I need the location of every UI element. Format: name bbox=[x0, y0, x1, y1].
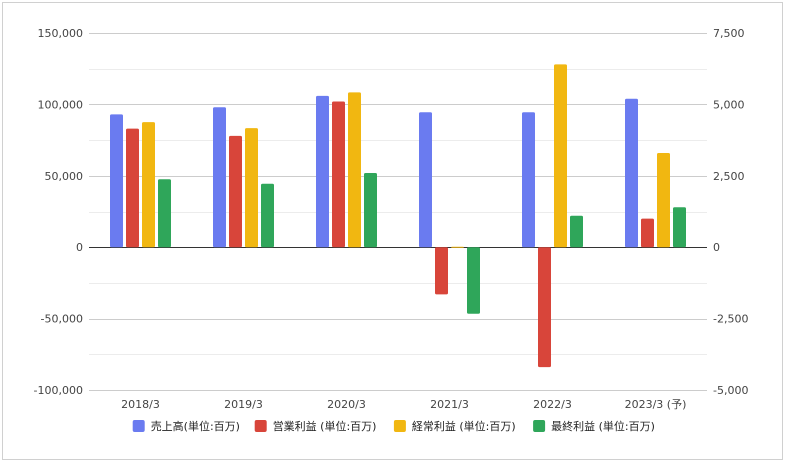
x-axis-tick-label: 2018/3 bbox=[121, 398, 160, 411]
bar-series-3 bbox=[245, 128, 258, 248]
bar-series-4 bbox=[570, 215, 583, 248]
right-axis: 7,500 5,000 2,500 0 -2,500 -5,000 bbox=[713, 27, 748, 397]
bar-series-4 bbox=[467, 247, 480, 314]
bar-series-1 bbox=[522, 112, 535, 248]
bar-series-3 bbox=[348, 92, 361, 248]
chart-frame: 150,000 100,000 50,000 0 -50,000 -100,000 7,5… bbox=[2, 2, 783, 460]
bars bbox=[110, 64, 686, 368]
bar-series-2 bbox=[641, 218, 654, 248]
x-axis-tick-label: 2021/3 bbox=[430, 398, 469, 411]
left-axis-tick-label: 100,000 bbox=[38, 98, 84, 111]
bar-series-4 bbox=[673, 207, 686, 248]
left-axis: 150,000 100,000 50,000 0 -50,000 -100,000 bbox=[34, 27, 83, 397]
bar-series-1 bbox=[419, 112, 432, 248]
right-axis-tick-label: 2,500 bbox=[713, 170, 745, 183]
legend-swatch bbox=[254, 420, 267, 432]
bar-series-2 bbox=[332, 101, 345, 248]
legend-swatch bbox=[393, 420, 406, 432]
legend-label: 経常利益 (単位:百万) bbox=[412, 419, 516, 433]
gridlines bbox=[89, 33, 707, 391]
combo-bar-chart: 150,000 100,000 50,000 0 -50,000 -100,000 7,5… bbox=[34, 27, 749, 433]
legend-swatch bbox=[533, 420, 546, 432]
right-axis-tick-label: -5,000 bbox=[713, 384, 748, 397]
bar-series-2 bbox=[126, 128, 139, 248]
x-axis-tick-label: 2022/3 bbox=[533, 398, 572, 411]
right-axis-tick-label: 0 bbox=[713, 241, 720, 254]
bar-series-2 bbox=[229, 135, 242, 248]
left-axis-tick-label: -100,000 bbox=[34, 384, 83, 397]
bar-series-1 bbox=[213, 107, 226, 248]
right-axis-tick-label: 7,500 bbox=[713, 27, 745, 40]
bar-series-3 bbox=[657, 152, 670, 248]
left-axis-tick-label: 0 bbox=[76, 241, 83, 254]
bar-series-2 bbox=[435, 247, 448, 295]
legend-label: 最終利益 (単位:百万) bbox=[551, 419, 655, 433]
bar-series-1 bbox=[110, 114, 123, 248]
left-axis-tick-label: 50,000 bbox=[45, 170, 84, 183]
bar-series-3 bbox=[142, 122, 155, 248]
legend-label: 営業利益 (単位:百万) bbox=[273, 419, 377, 433]
bar-series-1 bbox=[625, 98, 638, 248]
x-axis-tick-label: 2023/3 (予) bbox=[625, 398, 687, 411]
bar-series-2 bbox=[538, 247, 551, 368]
legend-swatch bbox=[132, 420, 145, 432]
x-axis-tick-label: 2019/3 bbox=[224, 398, 263, 411]
bar-series-4 bbox=[364, 172, 377, 248]
left-axis-tick-label: 150,000 bbox=[38, 27, 84, 40]
legend-label: 売上高(単位:百万) bbox=[151, 419, 240, 433]
right-axis-tick-label: -2,500 bbox=[713, 313, 748, 326]
legend: 売上高(単位:百万) 営業利益 (単位:百万) 経常利益 (単位:百万) 最終利益 (… bbox=[132, 419, 655, 433]
bar-series-4 bbox=[261, 183, 274, 248]
x-axis-tick-label: 2020/3 bbox=[327, 398, 366, 411]
bar-series-3 bbox=[554, 64, 567, 248]
x-axis: 2018/3 2019/3 2020/3 2021/3 2022/3 2023/3 (予) bbox=[121, 398, 686, 411]
bar-series-1 bbox=[316, 95, 329, 248]
bar-series-4 bbox=[158, 179, 171, 248]
right-axis-tick-label: 5,000 bbox=[713, 98, 745, 111]
left-axis-tick-label: -50,000 bbox=[41, 313, 83, 326]
bar-series-3 bbox=[451, 246, 464, 248]
